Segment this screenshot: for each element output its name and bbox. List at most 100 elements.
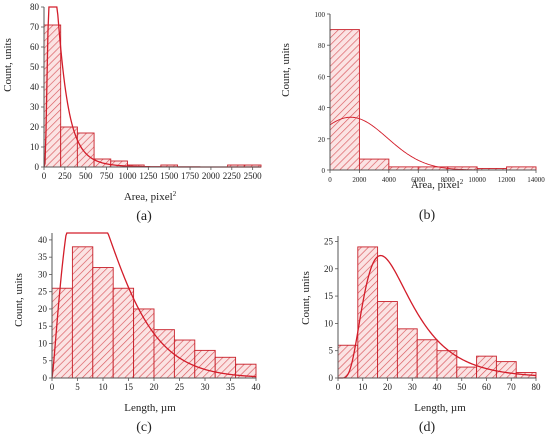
y-tick-label-a-4: 40	[30, 82, 40, 92]
bar-d-8	[495, 361, 517, 379]
y-tick-label-c-0: 0	[43, 373, 48, 383]
y-tick-label-c-7: 35	[38, 252, 48, 262]
x-tick-label-d-0: 0	[336, 382, 341, 392]
bar-c-7	[194, 349, 216, 379]
x-tick-label-b-2: 4000	[382, 176, 397, 184]
y-tick-label-c-6: 30	[38, 269, 48, 279]
ylabel-c: Count, units	[13, 273, 25, 327]
ylabel-a: Count, units	[2, 38, 14, 92]
x-tick-label-d-2: 20	[383, 382, 393, 392]
panel-d: 0 10 20 30 40 50 60 70 80 0 5 10 15 20 25 Count, units…	[300, 236, 541, 435]
bar-b-1	[358, 158, 390, 171]
plot-area-d: 0 10 20 30 40 50 60 70 80 0 5 10 15 20 25	[324, 236, 541, 392]
x-tick-label-a-7: 1750	[181, 171, 200, 181]
xlabel-c: Length, µm	[124, 402, 176, 414]
y-tick-label-a-5: 50	[30, 62, 40, 72]
y-tick-label-b-4: 80	[318, 42, 326, 50]
x-tick-label-c-7: 35	[226, 382, 236, 392]
x-tick-label-a-5: 1250	[139, 171, 158, 181]
x-tick-label-c-2: 10	[99, 382, 109, 392]
x-tick-label-b-6: 12000	[498, 176, 516, 184]
x-tick-label-d-3: 30	[408, 382, 418, 392]
x-tick-label-a-2: 500	[79, 171, 93, 181]
x-tick-label-d-1: 10	[358, 382, 368, 392]
y-tick-label-d-0: 0	[329, 373, 334, 383]
x-tick-label-d-8: 80	[532, 382, 542, 392]
plot-area-a: 0 250 500 750 1000 1250 1500 1750 2000 2250 2500 0 1…	[30, 2, 262, 181]
plot-area-b: 0 2000 4000 6000 8000 10000 12000 14000 0 20 40 60 8…	[315, 11, 546, 184]
bar-d-4	[416, 339, 438, 379]
x-tick-label-c-3: 15	[124, 382, 134, 392]
x-tick-label-a-8: 2000	[202, 171, 221, 181]
bar-d-3	[396, 328, 418, 379]
bar-c-2	[92, 267, 114, 379]
x-tick-label-d-7: 70	[507, 382, 517, 392]
panel-label-b: (b)	[419, 208, 436, 223]
panel-label-c: (c)	[136, 420, 152, 435]
x-tick-label-c-6: 30	[201, 382, 211, 392]
bar-d-2	[377, 301, 398, 379]
y-tick-label-d-3: 15	[324, 291, 334, 301]
y-tick-label-a-6: 60	[30, 42, 40, 52]
x-tick-label-b-1: 2000	[352, 176, 367, 184]
x-tick-label-b-3: 6000	[411, 176, 426, 184]
y-tick-label-a-2: 20	[30, 122, 40, 132]
y-tick-label-c-2: 10	[38, 338, 48, 348]
ylabel-b: Count, units	[280, 43, 292, 97]
y-tick-label-d-5: 25	[324, 236, 334, 246]
y-tick-label-b-1: 20	[318, 136, 326, 144]
panel-b: 0 2000 4000 6000 8000 10000 12000 14000 0 20 40 60 8…	[280, 11, 545, 223]
x-tick-label-b-5: 10000	[468, 176, 486, 184]
xlabel-d: Length, µm	[414, 402, 466, 414]
bar-c-3	[112, 287, 135, 379]
ylabel-d: Count, units	[300, 271, 312, 325]
x-tick-label-b-4: 8000	[441, 176, 456, 184]
x-tick-label-d-5: 50	[457, 382, 467, 392]
panel-label-a: (a)	[136, 209, 152, 224]
x-tick-label-d-4: 40	[433, 382, 443, 392]
y-tick-label-a-7: 70	[30, 22, 40, 32]
y-tick-label-a-8: 80	[30, 2, 40, 12]
plot-area-c: 0 5 10 15 20 25 30 35 40 0 5 10 15 20 25 30 35 40	[38, 232, 262, 392]
x-tick-label-c-8: 40	[252, 382, 262, 392]
x-tick-label-d-6: 60	[482, 382, 492, 392]
y-tick-label-d-2: 10	[324, 318, 334, 328]
y-tick-label-a-0: 0	[35, 162, 40, 172]
bar-c-0	[51, 287, 73, 379]
fit-curve-c	[51, 232, 257, 379]
bar-c-1	[71, 246, 94, 379]
x-tick-label-b-7: 14000	[527, 176, 545, 184]
fit-curve-d	[338, 254, 537, 379]
x-tick-label-a-6: 1500	[160, 171, 179, 181]
x-tick-label-b-0: 0	[328, 176, 332, 184]
y-tick-label-c-5: 25	[38, 287, 48, 297]
xlabel-b: Area, pixel2	[411, 178, 464, 191]
x-tick-label-a-10: 2500	[244, 171, 263, 181]
x-tick-label-c-0: 0	[50, 382, 55, 392]
y-tick-label-c-8: 40	[38, 235, 48, 245]
x-tick-label-a-3: 750	[100, 171, 114, 181]
y-tick-label-b-5: 100	[315, 11, 326, 19]
y-tick-label-b-3: 60	[318, 73, 326, 81]
y-tick-label-c-1: 5	[43, 356, 48, 366]
x-tick-label-a-1: 250	[58, 171, 72, 181]
panel-a: 0 250 500 750 1000 1250 1500 1750 2000 2250 2500 0 1…	[2, 2, 262, 224]
y-tick-label-c-4: 20	[38, 304, 48, 314]
y-tick-label-c-3: 15	[38, 321, 48, 331]
panel-c: 0 5 10 15 20 25 30 35 40 0 5 10 15 20 25 30 35 40 Count, …	[13, 232, 262, 435]
x-tick-label-c-5: 25	[175, 382, 185, 392]
x-tick-label-a-4: 1000	[118, 171, 137, 181]
y-tick-label-a-1: 10	[30, 142, 40, 152]
bar-a-2	[76, 132, 95, 168]
x-tick-label-c-4: 20	[150, 382, 160, 392]
x-tick-label-a-0: 0	[42, 171, 47, 181]
bar-c-6	[173, 339, 196, 379]
y-tick-label-b-2: 40	[318, 105, 326, 113]
bar-b-0	[329, 29, 360, 171]
x-tick-label-a-9: 2250	[223, 171, 242, 181]
x-tick-label-c-1: 5	[75, 382, 80, 392]
y-tick-label-a-3: 30	[30, 102, 40, 112]
bar-d-6	[456, 366, 478, 379]
xlabel-a: Area, pixel2	[124, 190, 177, 203]
